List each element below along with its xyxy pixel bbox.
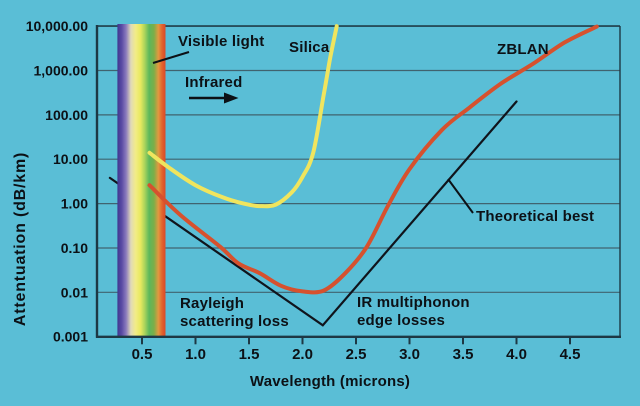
visible-light-leader-line — [152, 51, 190, 64]
visible-spectrum-band — [117, 24, 166, 337]
y-axis-tick-labels: 10,000.00 1,000.00 100.00 10.00 1.00 0.10 0.01… — [26, 18, 89, 345]
ir-multiphonon-label-line1: IR multiphonon — [357, 294, 470, 311]
theoretical-best-curve — [108, 100, 518, 327]
series-curves — [147, 24, 599, 295]
x-tick-label: 2.0 — [292, 346, 313, 363]
silica-series-label: Silica — [289, 39, 330, 56]
x-tick-label: 1.0 — [185, 346, 206, 363]
ir-multiphonon-label-line2: edge losses — [357, 312, 446, 329]
rayleigh-scattering-label: Rayleigh scattering loss — [180, 295, 289, 331]
x-axis-tick-labels: 0.5 1.0 1.5 2.0 2.5 3.0 3.5 4.0 4.5 — [132, 346, 581, 363]
x-axis-title: Wavelength (microns) — [249, 373, 411, 390]
ir-multiphonon-label: IR multiphonon edge losses — [357, 294, 470, 330]
zblan-series-label: ZBLAN — [497, 41, 549, 58]
y-tick-label: 10,000.00 — [26, 18, 88, 34]
x-tick-label: 3.5 — [453, 346, 474, 363]
x-tick-label: 2.5 — [346, 346, 367, 363]
rayleigh-scattering-label-line1: Rayleigh — [180, 295, 245, 312]
x-axis-ticks — [141, 336, 571, 345]
y-tick-label: 10.00 — [53, 151, 88, 167]
x-tick-label: 0.5 — [132, 346, 153, 363]
x-tick-label: 1.5 — [239, 346, 260, 363]
x-tick-label: 4.0 — [506, 346, 527, 363]
y-tick-label: 0.10 — [61, 240, 88, 256]
infrared-arrow-icon — [189, 92, 239, 104]
under-band-curves — [108, 100, 518, 327]
y-tick-label: 100.00 — [45, 107, 88, 123]
visible-light-label: Visible light — [178, 33, 265, 50]
theoretical-best-leader-line — [447, 178, 474, 214]
y-tick-label: 0.001 — [53, 329, 88, 345]
y-tick-label: 1,000.00 — [34, 63, 89, 79]
zblan-curve — [147, 24, 599, 295]
theoretical-best-label: Theoretical best — [476, 208, 595, 225]
infrared-label: Infrared — [185, 74, 243, 91]
plot-border — [95, 25, 621, 338]
y-tick-label: 1.00 — [61, 196, 88, 212]
rayleigh-scattering-label-line2: scattering loss — [180, 313, 289, 330]
y-tick-label: 0.01 — [61, 284, 88, 300]
silica-curve — [147, 24, 339, 209]
x-tick-label: 3.0 — [399, 346, 420, 363]
x-tick-label: 4.5 — [560, 346, 581, 363]
y-axis-title: Attentuation (dB/km) — [12, 151, 29, 327]
